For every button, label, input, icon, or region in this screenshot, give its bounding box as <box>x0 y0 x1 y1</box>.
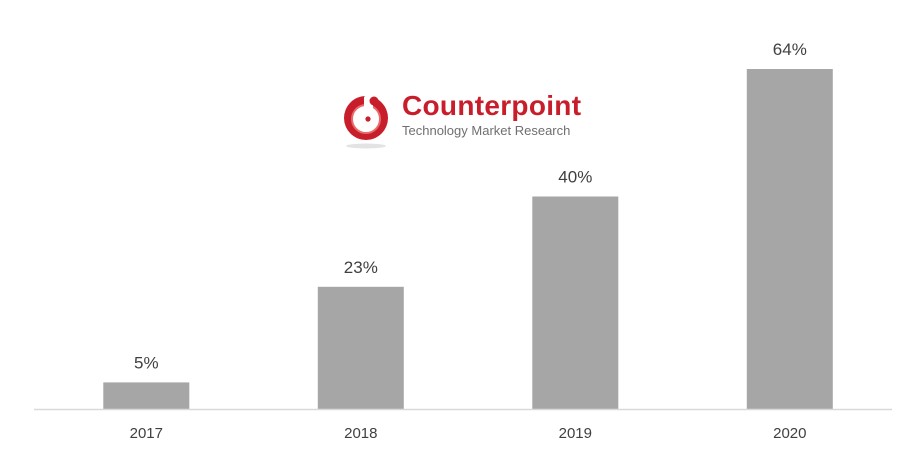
data-label-2020: 64% <box>773 40 807 59</box>
x-tick-label-2020: 2020 <box>773 425 806 442</box>
counterpoint-watermark: Counterpoint Technology Market Research <box>340 88 610 150</box>
counterpoint-logo-icon <box>344 96 388 149</box>
bar-2018 <box>317 286 404 409</box>
data-label-2018: 23% <box>344 258 378 277</box>
watermark-brand-name: Counterpoint <box>402 90 582 121</box>
x-tick-label-2019: 2019 <box>559 425 592 442</box>
x-tick-label-2018: 2018 <box>344 425 377 442</box>
bar-2019 <box>532 196 619 409</box>
bar-2017 <box>103 382 190 409</box>
data-label-2019: 40% <box>558 168 592 187</box>
x-tick-label-2017: 2017 <box>130 425 163 442</box>
data-label-2017: 5% <box>134 353 159 372</box>
watermark-tagline: Technology Market Research <box>402 123 571 138</box>
bar-2020 <box>746 69 833 409</box>
